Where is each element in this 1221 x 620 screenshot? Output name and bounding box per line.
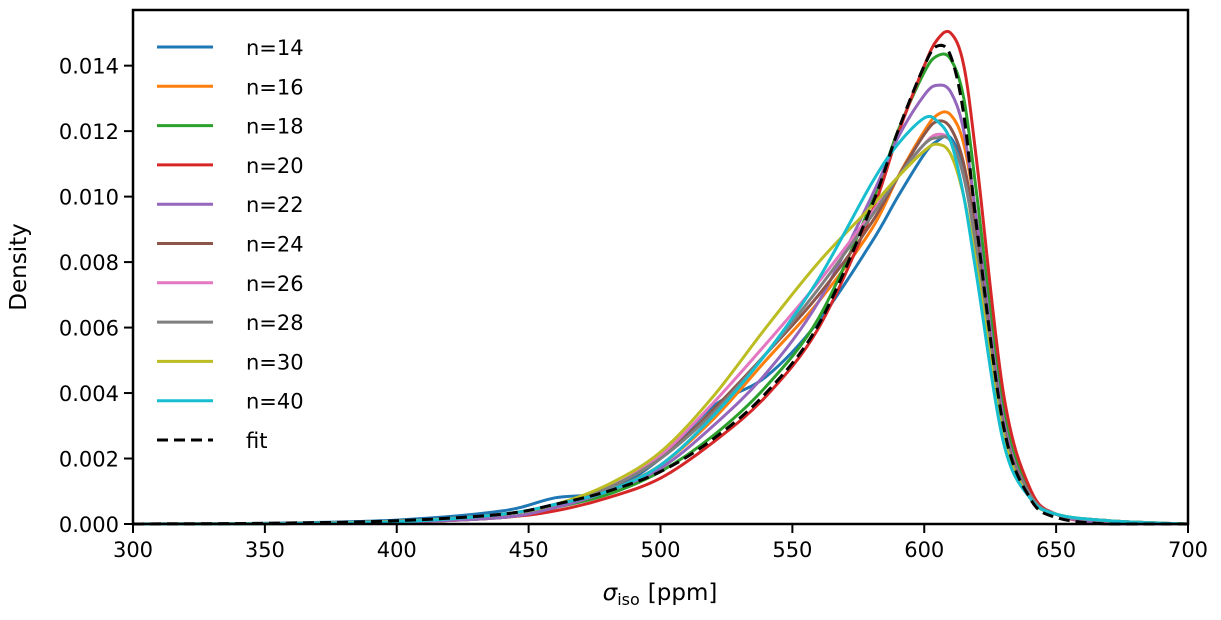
y-tick-label: 0.014 xyxy=(59,55,119,79)
x-axis-label: σiso [ppm] xyxy=(603,580,718,609)
y-tick-label: 0.010 xyxy=(59,186,119,210)
x-axis-label-subscript: iso xyxy=(617,590,640,609)
legend-label: n=14 xyxy=(246,36,304,60)
legend: n=14 n=16 n=18 n=20 n=22 n=24 n=26 n=28 n=30 n=40… xyxy=(157,36,304,453)
legend-label: n=30 xyxy=(246,350,304,374)
series-line-fit xyxy=(132,43,1188,526)
y-tick-label: 0.000 xyxy=(59,513,119,537)
x-tick-label: 600 xyxy=(904,538,944,562)
legend-label: n=26 xyxy=(246,272,304,296)
x-tick-label: 400 xyxy=(377,538,417,562)
legend-label: n=20 xyxy=(246,154,304,178)
legend-label: n=28 xyxy=(246,311,304,335)
y-tick-label: 0.008 xyxy=(59,251,119,275)
y-tick-label: 0.004 xyxy=(59,382,119,406)
x-tick-label: 550 xyxy=(772,538,812,562)
x-tick-label: 450 xyxy=(509,538,549,562)
y-tick-label: 0.002 xyxy=(59,448,119,472)
y-axis-ticks: 0.000 0.002 0.004 0.006 0.008 0.010 0.012 0.014 xyxy=(59,55,133,537)
legend-label: fit xyxy=(246,429,267,453)
y-tick-label: 0.006 xyxy=(59,317,119,341)
legend-label: n=40 xyxy=(246,390,304,414)
y-axis-label: Density xyxy=(6,223,32,310)
legend-label: n=22 xyxy=(246,193,304,217)
x-axis-ticks: 300 350 400 450 500 550 600 650 700 xyxy=(113,524,1208,562)
x-axis-label-unit: [ppm] xyxy=(648,580,718,606)
x-axis-label-symbol: σ xyxy=(603,580,619,606)
series-lines xyxy=(132,29,1189,526)
legend-label: n=16 xyxy=(246,75,304,99)
y-tick-label: 0.012 xyxy=(59,120,119,144)
x-tick-label: 700 xyxy=(1168,538,1208,562)
legend-label: n=24 xyxy=(246,233,304,257)
x-tick-label: 650 xyxy=(1036,538,1076,562)
x-tick-label: 300 xyxy=(113,538,153,562)
x-tick-label: 350 xyxy=(245,538,285,562)
legend-label: n=18 xyxy=(246,115,304,139)
x-tick-label: 500 xyxy=(640,538,680,562)
